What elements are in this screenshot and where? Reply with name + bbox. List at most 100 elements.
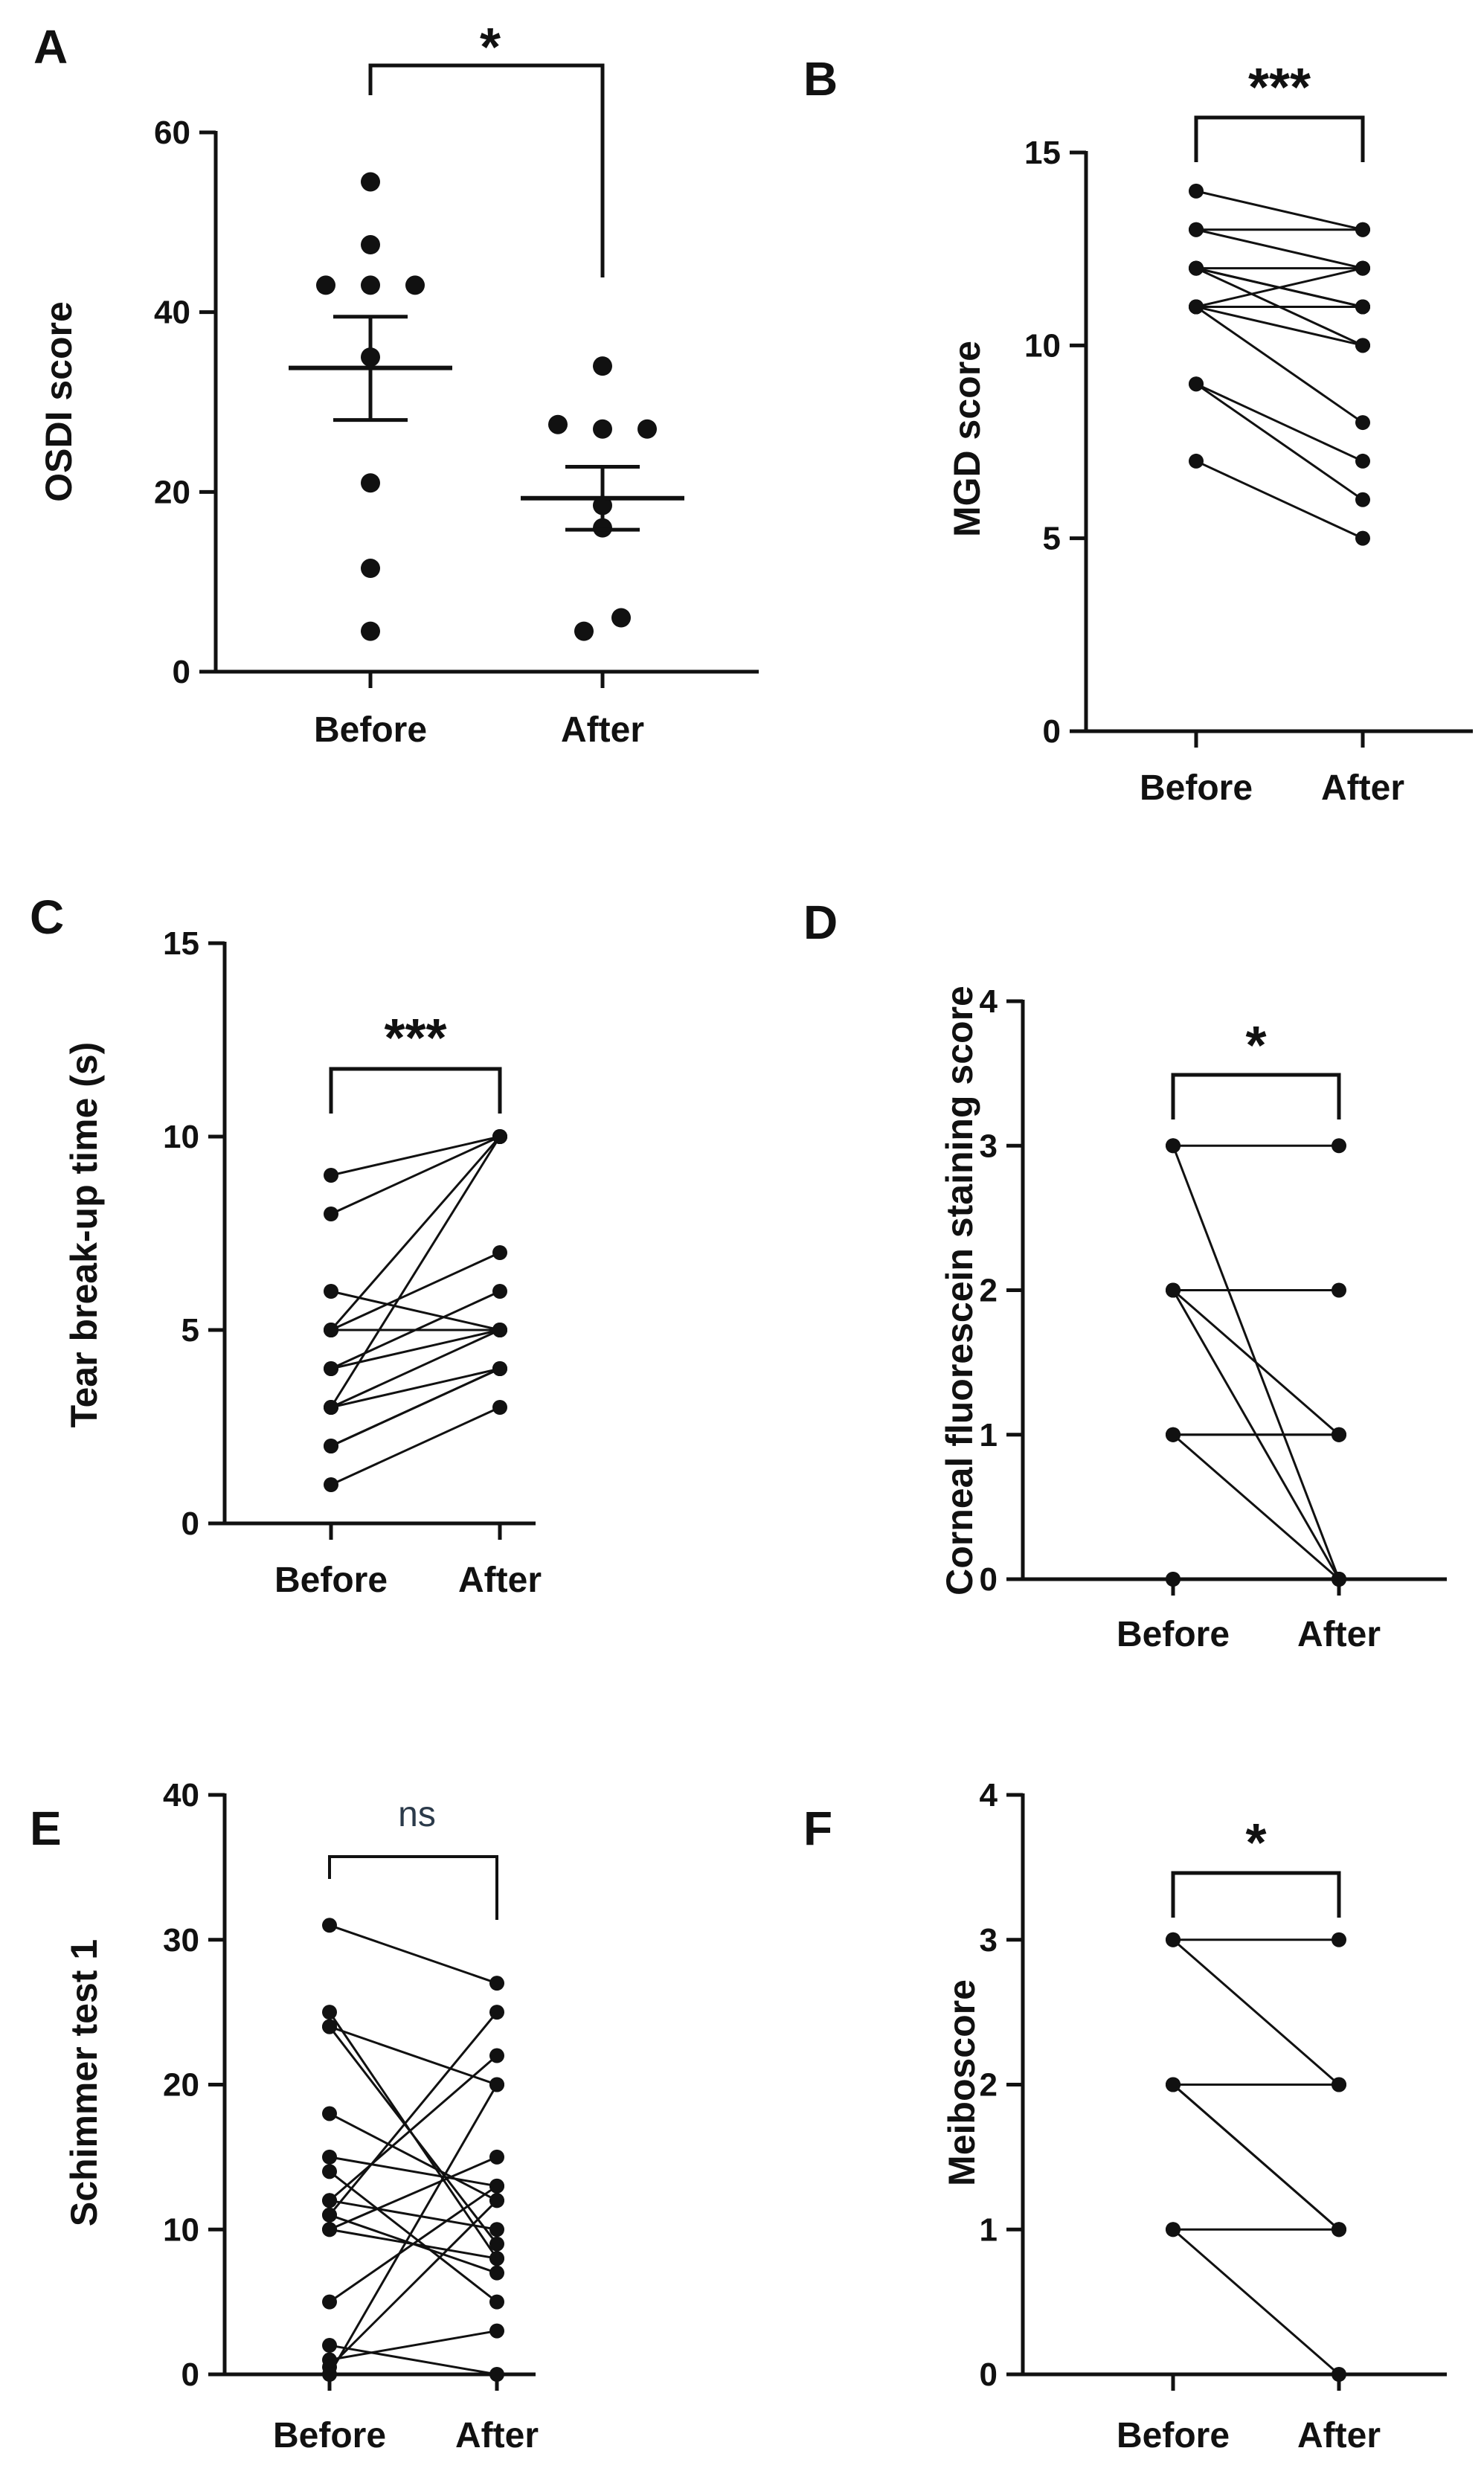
panel-e-pair-line (328, 2200, 498, 2368)
panel-a-y-tick-label: 0 (173, 654, 190, 690)
panel-d-significance-label: * (1245, 1016, 1266, 1076)
panel-c-before-point (324, 1207, 338, 1221)
panel-b-pair-line (1195, 306, 1363, 347)
panel-d-significance-bracket (1171, 1073, 1341, 1119)
panel-d-after-point (1332, 1572, 1346, 1587)
panel-e-pair-line (329, 2156, 498, 2188)
panel-c-before-point (324, 1439, 338, 1453)
panel-c-after-point (492, 1361, 507, 1376)
panel-c-y-tick-label: 0 (182, 1506, 199, 1542)
panel-b-before-point (1189, 260, 1204, 276)
panel-d-y-axis-title: Corneal fluorescein staining score (939, 986, 980, 1596)
panel-e-after-point (489, 2294, 504, 2310)
panel-a-data-point (574, 621, 594, 641)
panel-e-before-point (322, 2207, 337, 2223)
panel-e-y-tick-label: 0 (182, 2356, 199, 2393)
panel-a-letter: A (33, 20, 68, 74)
panel-e-y-tick-label: 30 (163, 1922, 199, 1959)
panel-e-before-point (322, 2193, 337, 2208)
panel-d-letter: D (803, 896, 838, 949)
panel-e-after-point (489, 2149, 504, 2165)
panel-c-after-point (492, 1284, 507, 1299)
panel-d-category-label: Before (1117, 1615, 1230, 1654)
panel-e-category-label: Before (273, 2416, 386, 2455)
panel-c-before-point (324, 1477, 338, 1492)
panel-e-before-point (322, 2149, 337, 2165)
panel-a-data-point (593, 419, 612, 439)
panel-e-y-tick-label: 40 (163, 1777, 199, 1813)
panel-b-after-point (1355, 453, 1370, 469)
panel-b-before-point (1189, 183, 1204, 199)
panel-e-after-point (489, 2251, 504, 2266)
panel-e-before-point (322, 2019, 337, 2034)
panel-c-pair-line (330, 1136, 501, 1408)
panel-e-after-point (489, 2236, 504, 2252)
panel-a-data-point (593, 356, 612, 376)
panel-b-y-tick-label: 5 (1043, 521, 1061, 557)
panel-e-letter: E (30, 1802, 62, 1855)
panel-c-pair-line (330, 1329, 501, 1370)
panel-b-letter: B (803, 52, 838, 106)
panel-e-pair-line (329, 2113, 498, 2202)
panel-b-y-axis-title: MGD score (946, 341, 988, 537)
panel-d-after-point (1332, 1282, 1346, 1298)
panel-e-before-point (322, 1918, 337, 1933)
panel-e-before-point (322, 2338, 337, 2354)
panel-f-category-label: Before (1117, 2416, 1230, 2455)
panel-e-significance-bracket (328, 1855, 498, 1920)
panel-b-after-point (1355, 260, 1370, 276)
panel-e-after-point (489, 2193, 504, 2208)
panel-b-before-point (1189, 299, 1204, 315)
panel-e-y-tick-label: 10 (163, 2211, 199, 2248)
panel-d-before-point (1166, 1427, 1181, 1442)
panel-f-after-point (1332, 1932, 1346, 1947)
panel-b-before-point (1189, 222, 1204, 237)
panel-b-category-label: Before (1140, 768, 1253, 808)
panel-b-pair-line (1195, 382, 1363, 463)
panel-e-after-point (489, 2265, 504, 2281)
panel-c-pair-line (330, 1329, 501, 1409)
panel-e-pair-line (328, 2084, 498, 2375)
panel-d-y-tick-label: 0 (980, 1561, 998, 1598)
panel-b-after-point (1355, 492, 1370, 507)
panel-b-category-label: After (1321, 768, 1404, 808)
panel-e-significance-label: ns (398, 1795, 436, 1834)
panel-f-y-tick-label: 1 (980, 2211, 998, 2248)
panel-e-category-label: After (455, 2416, 539, 2455)
panel-c-letter: C (30, 890, 64, 944)
panel-a-data-point (405, 275, 425, 295)
panel-d-y-tick-label: 4 (980, 983, 998, 1020)
panel-a-data-point (548, 414, 568, 434)
panel-c-category-label: After (458, 1561, 542, 1600)
panel-a-category-label: Before (314, 710, 427, 750)
panel-f-y-tick-label: 3 (980, 1922, 998, 1959)
panel-d-pair-line (1172, 1289, 1340, 1436)
panel-e-pair-line (328, 2011, 498, 2216)
panel-b-y-tick-label: 10 (1024, 327, 1061, 364)
panel-c-pair-line (330, 1367, 501, 1409)
panel-b-after-point (1355, 299, 1370, 315)
panel-c-pair-line (330, 1135, 501, 1215)
panel-e-after-point (489, 2005, 504, 2020)
panel-c-pair-line (330, 1290, 501, 1370)
panel-a-category-label: After (561, 710, 644, 750)
panel-c-category-label: Before (274, 1561, 388, 1600)
panel-c-significance-bracket (329, 1067, 502, 1114)
panel-f-y-tick-label: 2 (980, 2067, 998, 2104)
panel-c-significance-label: *** (384, 1009, 446, 1068)
panel-e-pair-line (329, 2054, 498, 2202)
panel-b-pair-line (1195, 306, 1363, 424)
panel-e-pair-line (329, 2199, 498, 2231)
panel-e-pair-line (329, 2185, 498, 2303)
panel-e-before-point (322, 2106, 337, 2121)
panel-b-pair-line (1195, 460, 1363, 540)
panel-e-pair-line (329, 2344, 498, 2376)
panel-a-y-tick-label: 40 (154, 295, 190, 331)
panel-c-before-point (324, 1400, 338, 1415)
panel-c-y-tick-label: 10 (163, 1119, 199, 1155)
panel-b-after-point (1355, 222, 1370, 237)
panel-f-before-point (1166, 2077, 1181, 2092)
panel-b-before-point (1189, 376, 1204, 392)
panel-b-after-point (1355, 415, 1370, 431)
panel-c-after-point (492, 1245, 507, 1260)
